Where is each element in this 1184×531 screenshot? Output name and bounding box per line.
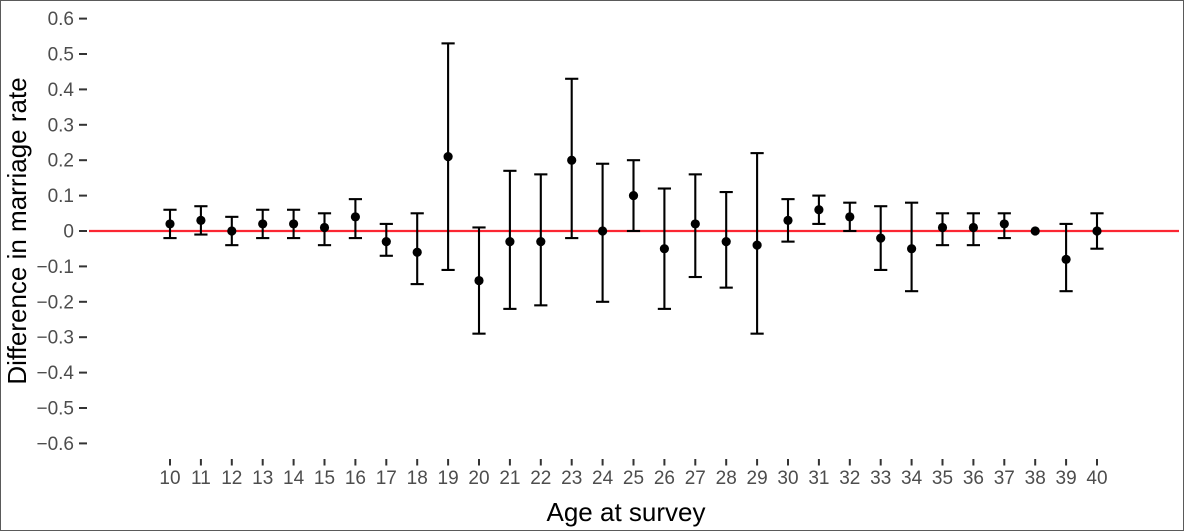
y-axis-title: Difference in marriage rate [2, 77, 32, 384]
x-axis-tick-label: 22 [530, 468, 551, 489]
point-estimate-dot [381, 237, 391, 247]
x-axis-tick-label: 18 [407, 468, 428, 489]
y-axis-tick-label: −0.6 [36, 434, 74, 455]
x-axis-tick-label: 16 [345, 468, 366, 489]
x-axis-tick-label: 23 [561, 468, 582, 489]
y-axis-tick-label: 0.5 [48, 45, 74, 66]
point-estimate-dot [783, 215, 793, 225]
point-estimate-dot [845, 212, 855, 222]
point-estimate-dot [350, 212, 360, 222]
point-estimate-dot [505, 237, 515, 247]
x-axis-tick-label: 31 [808, 468, 829, 489]
x-axis-tick-label: 12 [221, 468, 242, 489]
point-estimate-dot [907, 244, 917, 254]
point-estimate-dot [474, 275, 484, 286]
y-axis-tick-label: 0 [63, 222, 74, 243]
point-estimate-dot [227, 226, 237, 236]
x-axis-tick-label: 20 [468, 468, 489, 489]
y-axis-tick-label: −0.4 [36, 363, 74, 384]
x-axis-tick-label: 32 [839, 468, 860, 489]
point-estimate-dot [319, 222, 330, 233]
point-estimate-dot [937, 222, 948, 233]
x-axis-tick-label: 37 [994, 468, 1015, 489]
y-axis-tick-label: −0.1 [36, 257, 74, 278]
point-estimate-dot [814, 205, 824, 215]
y-axis-tick-label: 0.3 [48, 115, 74, 136]
y-axis-tick-label: 0.4 [48, 80, 75, 101]
y-axis-tick-label: 0.2 [48, 151, 74, 172]
point-estimate-dot [196, 215, 206, 225]
x-axis-tick-label: 21 [499, 468, 520, 489]
point-estimate-dot [443, 152, 453, 162]
x-axis-tick-label: 39 [1056, 468, 1077, 489]
point-estimate-dot [752, 240, 762, 250]
point-estimate-dot [1030, 226, 1040, 236]
point-estimate-dot [289, 219, 299, 229]
x-axis-tick-label: 26 [654, 468, 675, 489]
x-axis-tick-label: 33 [870, 468, 891, 489]
x-axis-tick-label: 15 [314, 468, 335, 489]
x-axis-tick-label: 28 [716, 468, 737, 489]
x-axis-tick-label: 14 [283, 468, 305, 489]
y-axis-tick-label: 0.1 [48, 186, 74, 207]
x-axis-tick-label: 40 [1086, 468, 1107, 489]
x-axis-title: Age at survey [547, 497, 706, 527]
point-estimate-dot [690, 219, 700, 229]
x-axis-tick-label: 11 [191, 468, 211, 489]
point-estimate-dot [876, 233, 886, 243]
x-axis-tick-label: 38 [1025, 468, 1046, 489]
x-axis-tick-label: 30 [777, 468, 798, 489]
x-axis-tick-label: 17 [376, 468, 397, 489]
x-axis-tick-label: 35 [932, 468, 953, 489]
x-axis-tick-label: 10 [159, 468, 180, 489]
y-axis-tick-label: 0.6 [48, 9, 74, 30]
point-estimate-dot [412, 247, 422, 257]
y-axis-tick-label: −0.5 [36, 399, 74, 420]
point-estimate-dot [567, 155, 577, 165]
y-axis-tick-label: −0.2 [36, 292, 74, 313]
point-estimate-dot [258, 219, 268, 229]
x-axis-tick-label: 25 [623, 468, 644, 489]
x-axis-tick-label: 36 [963, 468, 984, 489]
point-estimate-dot [721, 237, 731, 247]
point-estimate-dot [165, 219, 175, 229]
x-axis-tick-label: 27 [685, 468, 706, 489]
point-estimate-dot [1061, 254, 1071, 264]
point-estimate-dot [1092, 226, 1102, 236]
x-axis-tick-label: 19 [438, 468, 459, 489]
point-estimate-dot [598, 226, 608, 236]
point-estimate-dot [628, 191, 639, 201]
plot-panel: 0.6 0.5 0.4 0.3 0.2 0.1 0 −0.1 −0.2 −0.3 −0.4 −0.5 −… [36, 9, 1179, 489]
point-estimate-dot [968, 222, 979, 233]
point-estimate-dot [659, 244, 670, 254]
point-estimate-dot [536, 237, 546, 247]
y-axis-tick-label: −0.3 [36, 328, 74, 349]
x-axis-tick-label: 29 [747, 468, 768, 489]
x-axis-tick-label: 34 [901, 468, 923, 489]
point-estimate-dot [999, 219, 1009, 229]
x-axis-tick-label: 13 [252, 468, 273, 489]
x-axis-tick-label: 24 [592, 468, 614, 489]
